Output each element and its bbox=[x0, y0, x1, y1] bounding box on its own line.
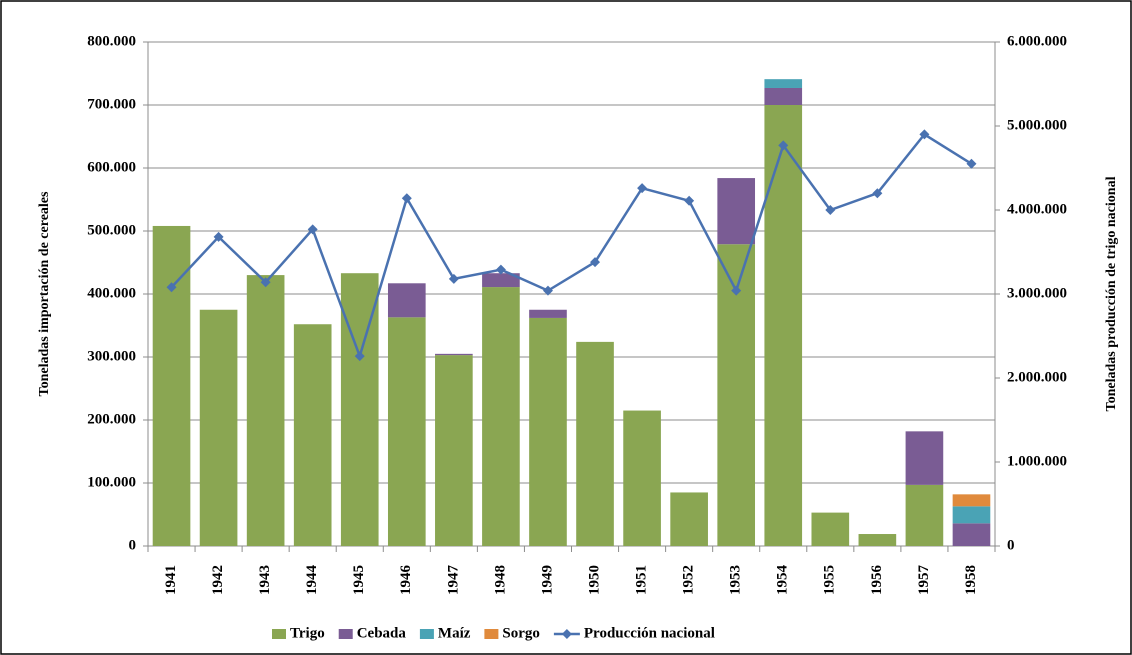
line-marker bbox=[637, 183, 648, 194]
y2-tick-label: 6.000.000 bbox=[1007, 33, 1067, 49]
bar-segment bbox=[435, 353, 473, 356]
bar-segment bbox=[764, 87, 803, 105]
bar-segment bbox=[529, 317, 567, 546]
bar-segment bbox=[387, 317, 426, 546]
bar-segment bbox=[811, 512, 850, 546]
line-marker bbox=[590, 257, 601, 268]
bar-segment bbox=[435, 355, 473, 546]
bar-segment bbox=[340, 273, 379, 546]
x-tick-label: 1948 bbox=[492, 565, 508, 595]
y-tick-label: 400.000 bbox=[87, 285, 136, 301]
x-tick-label: 1954 bbox=[775, 565, 791, 596]
bar-segment bbox=[952, 523, 991, 546]
y-tick-label: 300.000 bbox=[87, 348, 136, 364]
bar-segment bbox=[482, 287, 520, 546]
y2-tick-label: 0 bbox=[1007, 537, 1015, 553]
line-marker bbox=[448, 273, 459, 284]
bar-segment bbox=[529, 309, 567, 318]
y2-tick-label: 3.000.000 bbox=[1007, 285, 1067, 301]
y2-tick-label: 5.000.000 bbox=[1007, 117, 1067, 133]
bar-segment bbox=[952, 506, 991, 524]
y-tick-label: 0 bbox=[129, 537, 137, 553]
line-marker bbox=[213, 231, 224, 242]
legend-swatch bbox=[272, 629, 286, 639]
y-tick-label: 100.000 bbox=[87, 474, 136, 490]
legend-label: Cebada bbox=[357, 625, 407, 641]
legend-label: Maíz bbox=[438, 625, 471, 641]
bar-segment bbox=[387, 283, 426, 318]
bar-segment bbox=[482, 273, 520, 288]
y2-tick-label: 2.000.000 bbox=[1007, 369, 1067, 385]
line-marker bbox=[401, 193, 412, 204]
x-tick-label: 1949 bbox=[539, 565, 555, 595]
x-tick-label: 1942 bbox=[210, 565, 226, 595]
y-tick-label: 600.000 bbox=[87, 159, 136, 175]
bar-segment bbox=[623, 410, 661, 546]
line-marker bbox=[731, 285, 742, 296]
line-marker bbox=[825, 205, 836, 215]
x-tick-label: 1953 bbox=[728, 565, 744, 595]
line-marker bbox=[307, 224, 318, 235]
bar-segment bbox=[764, 79, 803, 88]
line-marker bbox=[778, 140, 789, 151]
x-tick-label: 1950 bbox=[586, 565, 602, 595]
legend-swatch bbox=[419, 629, 434, 639]
line-marker bbox=[354, 351, 365, 362]
y-tick-label: 500.000 bbox=[87, 222, 136, 238]
bar-segment bbox=[764, 105, 803, 546]
x-tick-label: 1941 bbox=[163, 565, 179, 595]
bar-segment bbox=[717, 178, 756, 245]
bar-segment bbox=[576, 341, 614, 546]
line-marker bbox=[684, 195, 695, 206]
x-tick-label: 1956 bbox=[869, 565, 885, 596]
y-axis-title: Toneladas importación de cereales bbox=[37, 191, 52, 396]
line bbox=[170, 132, 973, 361]
x-tick-label: 1946 bbox=[398, 565, 414, 596]
y2-tick-label: 1.000.000 bbox=[1007, 453, 1067, 469]
line-marker bbox=[872, 188, 883, 199]
x-tick-label: 1951 bbox=[634, 565, 650, 595]
legend-label: Sorgo bbox=[502, 625, 540, 641]
bar-segment bbox=[670, 492, 708, 546]
y2-tick-label: 4.000.000 bbox=[1007, 201, 1067, 217]
x-tick-label: 1943 bbox=[257, 565, 273, 595]
y2-axis-title: Toneladas producción de trigo nacional bbox=[1104, 176, 1119, 411]
bar-segment bbox=[293, 324, 332, 546]
x-tick-label: 1955 bbox=[822, 565, 838, 595]
line-marker bbox=[966, 158, 977, 169]
legend-swatch bbox=[338, 629, 353, 639]
legend-label: Trigo bbox=[290, 625, 325, 641]
y-tick-label: 800.000 bbox=[87, 33, 136, 49]
line-marker bbox=[260, 277, 271, 288]
legend-swatch bbox=[561, 629, 572, 639]
x-tick-label: 1952 bbox=[681, 565, 697, 595]
x-tick-label: 1958 bbox=[963, 565, 979, 595]
bar-segment bbox=[952, 494, 991, 507]
x-tick-label: 1947 bbox=[445, 565, 461, 596]
x-tick-label: 1944 bbox=[304, 565, 320, 596]
bar-segment bbox=[152, 225, 191, 546]
bar-segment bbox=[199, 309, 238, 546]
y-tick-label: 200.000 bbox=[87, 411, 136, 427]
legend-label: Producción nacional bbox=[584, 625, 715, 641]
line-marker bbox=[919, 129, 930, 140]
y-tick-label: 700.000 bbox=[87, 96, 136, 112]
legend-swatch bbox=[484, 629, 499, 639]
bar-segment bbox=[905, 484, 944, 546]
bar-segment bbox=[246, 275, 285, 546]
line-marker bbox=[495, 264, 506, 275]
x-tick-label: 1945 bbox=[351, 565, 367, 595]
line-marker bbox=[542, 285, 553, 296]
bar-segment bbox=[905, 431, 944, 485]
x-tick-label: 1957 bbox=[916, 565, 932, 596]
line-marker bbox=[166, 282, 177, 293]
bar-segment bbox=[858, 534, 897, 546]
